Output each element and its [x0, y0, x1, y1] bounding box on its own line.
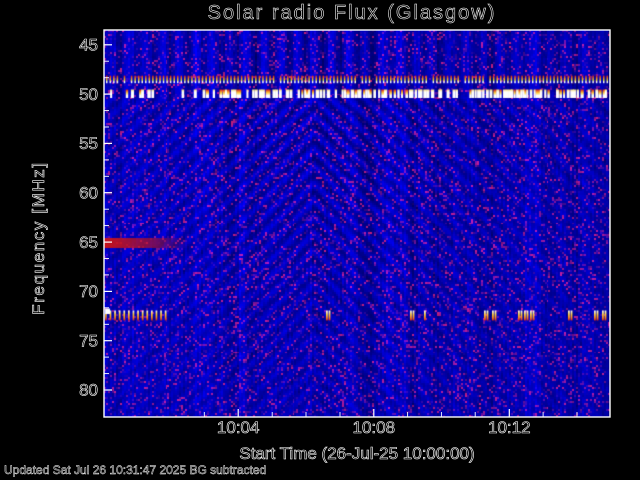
svg-text:10:08: 10:08 [353, 418, 396, 437]
svg-text:10:12: 10:12 [488, 418, 531, 437]
svg-text:Start Time (26-Jul-25 10:00:00: Start Time (26-Jul-25 10:00:00) [239, 444, 474, 463]
svg-text:70: 70 [79, 282, 98, 301]
svg-text:Solar radio Flux (Glasgow): Solar radio Flux (Glasgow) [208, 2, 497, 24]
svg-text:60: 60 [79, 183, 98, 202]
svg-text:Updated Sat Jul 26 10:31:47 20: Updated Sat Jul 26 10:31:47 2025 BG subt… [4, 463, 266, 477]
svg-text:75: 75 [79, 331, 98, 350]
svg-text:Frequency [MHz]: Frequency [MHz] [29, 161, 48, 314]
svg-text:45: 45 [79, 36, 98, 55]
svg-text:65: 65 [79, 233, 98, 252]
svg-text:10:04: 10:04 [217, 418, 260, 437]
svg-text:50: 50 [79, 85, 98, 104]
svg-text:80: 80 [79, 381, 98, 400]
svg-text:55: 55 [79, 134, 98, 153]
